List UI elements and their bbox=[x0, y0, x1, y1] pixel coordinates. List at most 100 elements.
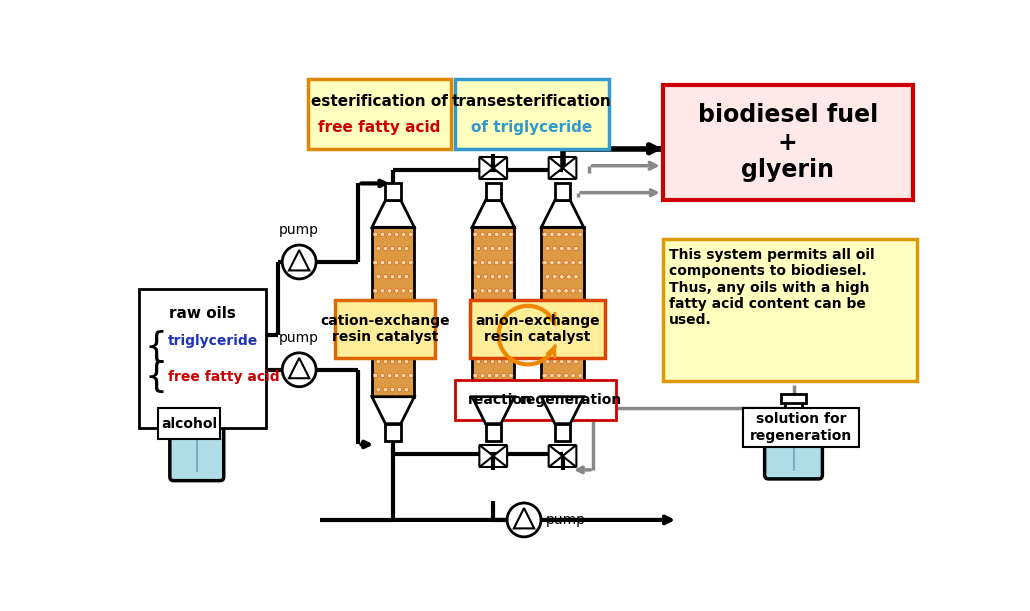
Text: transesterification: transesterification bbox=[452, 93, 612, 109]
Circle shape bbox=[505, 387, 509, 392]
Circle shape bbox=[574, 302, 578, 307]
Circle shape bbox=[557, 345, 561, 349]
Circle shape bbox=[552, 302, 557, 307]
Circle shape bbox=[402, 260, 406, 265]
Text: cation-exchange
resin catalyst: cation-exchange resin catalyst bbox=[320, 314, 450, 345]
Circle shape bbox=[578, 232, 582, 236]
Circle shape bbox=[571, 317, 576, 321]
Bar bbox=[662, 239, 917, 381]
Circle shape bbox=[502, 232, 506, 236]
Circle shape bbox=[474, 288, 478, 293]
Circle shape bbox=[552, 359, 557, 364]
Circle shape bbox=[402, 317, 406, 321]
Bar bbox=[336, 301, 436, 358]
Circle shape bbox=[383, 387, 387, 392]
Circle shape bbox=[390, 302, 394, 307]
Circle shape bbox=[474, 345, 478, 349]
Circle shape bbox=[476, 274, 481, 279]
Circle shape bbox=[373, 260, 378, 265]
Circle shape bbox=[502, 260, 506, 265]
Circle shape bbox=[373, 288, 378, 293]
Circle shape bbox=[487, 288, 492, 293]
Bar bbox=[159, 408, 219, 439]
Circle shape bbox=[405, 359, 409, 364]
Bar bbox=[185, 401, 208, 409]
Circle shape bbox=[373, 373, 378, 378]
Circle shape bbox=[550, 345, 554, 349]
Circle shape bbox=[398, 331, 402, 335]
Circle shape bbox=[505, 331, 509, 335]
Circle shape bbox=[380, 317, 385, 321]
Circle shape bbox=[497, 302, 502, 307]
Polygon shape bbox=[493, 445, 507, 467]
Circle shape bbox=[476, 359, 481, 364]
Circle shape bbox=[557, 288, 561, 293]
Circle shape bbox=[405, 246, 409, 251]
Circle shape bbox=[571, 232, 576, 236]
Polygon shape bbox=[289, 358, 309, 378]
Circle shape bbox=[398, 246, 402, 251]
Circle shape bbox=[563, 288, 569, 293]
Circle shape bbox=[557, 232, 561, 236]
Circle shape bbox=[405, 331, 409, 335]
Circle shape bbox=[509, 232, 513, 236]
Polygon shape bbox=[562, 445, 577, 467]
Circle shape bbox=[563, 260, 569, 265]
Circle shape bbox=[387, 345, 391, 349]
Circle shape bbox=[380, 373, 385, 378]
Circle shape bbox=[566, 359, 572, 364]
Circle shape bbox=[497, 246, 502, 251]
Bar bbox=[139, 289, 266, 428]
Bar bbox=[472, 227, 514, 397]
Bar bbox=[454, 79, 609, 149]
Bar bbox=[470, 301, 605, 358]
Circle shape bbox=[480, 232, 485, 236]
Text: solution for
regeneration: solution for regeneration bbox=[750, 412, 853, 442]
Circle shape bbox=[574, 274, 578, 279]
Circle shape bbox=[509, 373, 513, 378]
Polygon shape bbox=[549, 157, 562, 179]
Circle shape bbox=[383, 302, 387, 307]
Circle shape bbox=[543, 373, 547, 378]
Circle shape bbox=[509, 317, 513, 321]
Circle shape bbox=[494, 288, 499, 293]
Polygon shape bbox=[562, 157, 577, 179]
Circle shape bbox=[497, 274, 502, 279]
Circle shape bbox=[571, 288, 576, 293]
Polygon shape bbox=[493, 157, 507, 179]
Polygon shape bbox=[479, 157, 493, 179]
Circle shape bbox=[380, 345, 385, 349]
Circle shape bbox=[571, 373, 576, 378]
Circle shape bbox=[376, 302, 380, 307]
Text: pump: pump bbox=[279, 331, 319, 345]
Circle shape bbox=[490, 302, 494, 307]
Bar bbox=[555, 423, 571, 441]
Circle shape bbox=[566, 274, 572, 279]
Circle shape bbox=[394, 345, 399, 349]
Circle shape bbox=[394, 232, 399, 236]
Circle shape bbox=[552, 246, 557, 251]
Text: biodiesel fuel
+
glyerin: biodiesel fuel + glyerin bbox=[697, 103, 878, 183]
Circle shape bbox=[566, 331, 572, 335]
Circle shape bbox=[552, 274, 557, 279]
Circle shape bbox=[543, 260, 547, 265]
Circle shape bbox=[559, 359, 564, 364]
Circle shape bbox=[563, 345, 569, 349]
Circle shape bbox=[487, 317, 492, 321]
Circle shape bbox=[480, 260, 485, 265]
Circle shape bbox=[490, 387, 494, 392]
Circle shape bbox=[578, 260, 582, 265]
Circle shape bbox=[566, 302, 572, 307]
Circle shape bbox=[574, 246, 578, 251]
Circle shape bbox=[505, 274, 509, 279]
Circle shape bbox=[546, 387, 550, 392]
Circle shape bbox=[571, 260, 576, 265]
Circle shape bbox=[483, 274, 488, 279]
Circle shape bbox=[483, 331, 488, 335]
Text: triglyceride: triglyceride bbox=[168, 334, 259, 348]
Polygon shape bbox=[549, 445, 562, 467]
Circle shape bbox=[383, 331, 387, 335]
Circle shape bbox=[394, 317, 399, 321]
Circle shape bbox=[398, 387, 402, 392]
Circle shape bbox=[502, 288, 506, 293]
